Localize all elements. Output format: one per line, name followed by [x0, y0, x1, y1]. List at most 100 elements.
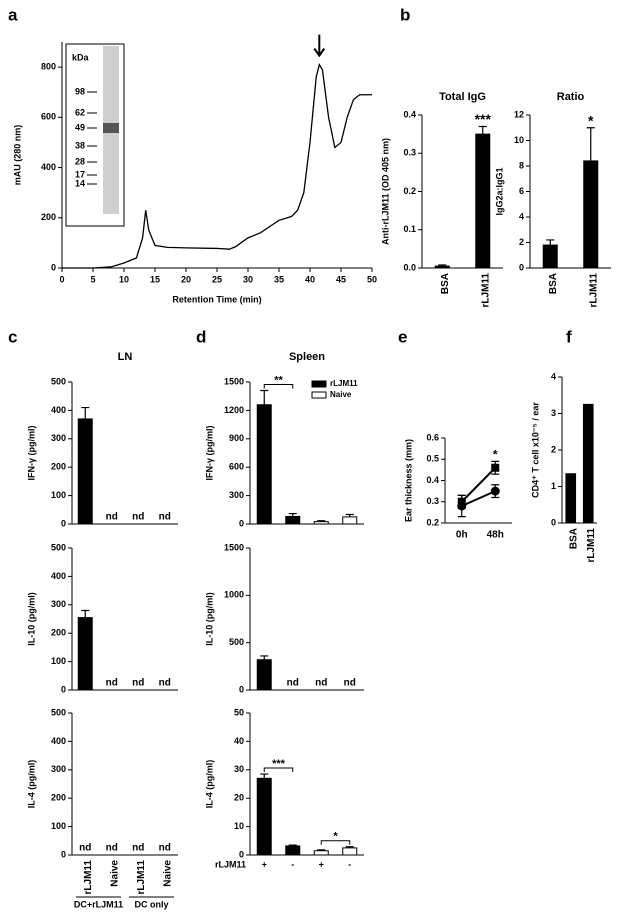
y-tick-label: 12	[514, 109, 524, 119]
panel-label: c	[8, 327, 17, 346]
error-bar	[438, 264, 447, 267]
x-tick-label: BSA	[548, 273, 559, 294]
y-tick-label: 0.6	[426, 432, 439, 442]
x-tick-label: rLJM11	[83, 860, 94, 895]
value-label: nd	[287, 678, 299, 689]
y-axis-label: CD4⁺ T cell x10⁻⁵ / ear	[530, 402, 540, 498]
ladder-label: 62	[75, 107, 85, 117]
x-tick-label: 48h	[487, 530, 504, 541]
value-label: nd	[132, 512, 144, 523]
y-tick-label: 4	[519, 211, 524, 221]
y-tick-label: 1500	[224, 542, 244, 552]
peak-arrow	[313, 34, 326, 58]
y-tick-label: 500	[229, 637, 244, 647]
error-bar	[260, 389, 269, 405]
y-tick-label: 0.1	[403, 224, 416, 234]
value-label: nd	[79, 843, 91, 854]
y-tick-label: 4	[551, 371, 556, 381]
x-tick-label: BSA	[568, 528, 579, 549]
series-line	[461, 490, 496, 507]
y-tick-label: 0	[61, 518, 66, 528]
bar	[582, 403, 594, 524]
x-tick-label: 45	[336, 274, 346, 284]
panel-label: b	[400, 5, 410, 24]
y-tick-label: 1200	[224, 405, 244, 415]
bar	[77, 617, 93, 691]
y-tick-label: 300	[229, 490, 244, 500]
legend-label: Naive	[330, 390, 352, 399]
bar	[256, 659, 272, 691]
ladder-label: 17	[75, 169, 85, 179]
y-tick-label: 0.0	[403, 262, 416, 272]
panel-title: Ratio	[557, 91, 585, 103]
bar	[542, 244, 558, 269]
panel-label: e	[398, 327, 407, 346]
y-axis-label: mAU (280 nm)	[12, 125, 22, 186]
panel-label: d	[196, 327, 206, 346]
value-label: nd	[106, 678, 118, 689]
x-tick-label: +	[319, 859, 324, 869]
y-tick-label: 3	[551, 408, 556, 418]
x-tick-label: 50	[367, 274, 377, 284]
legend-swatch	[311, 391, 327, 399]
value-label: nd	[344, 678, 356, 689]
y-tick-label: 0.3	[403, 148, 416, 158]
x-axis-label: Retention Time (min)	[172, 294, 261, 304]
significance-bracket	[320, 840, 351, 845]
y-tick-label: 100	[51, 656, 66, 666]
error-bar	[288, 512, 297, 517]
y-tick-label: 0.4	[426, 475, 439, 485]
panel-title: LN	[118, 351, 133, 363]
ladder-label: 98	[75, 86, 85, 96]
significance-label: ***	[475, 111, 492, 127]
x-tick-label: 15	[150, 274, 160, 284]
x-tick-label: rLJM11	[588, 273, 599, 308]
y-tick-label: 200	[51, 628, 66, 638]
value-label: nd	[106, 512, 118, 523]
y-tick-label: 0	[551, 517, 556, 527]
bar	[565, 473, 577, 524]
y-tick-label: 500	[51, 542, 66, 552]
y-tick-label: 0.2	[403, 186, 416, 196]
value-label: nd	[106, 843, 118, 854]
ladder-label: 14	[75, 178, 85, 188]
marker	[491, 463, 500, 472]
x-tick-label: rLJM11	[480, 273, 491, 308]
y-axis-label: IL-10 (pg/ml)	[26, 592, 36, 646]
bar	[342, 847, 358, 856]
legend-swatch	[311, 380, 327, 388]
y-axis-label: IL-10 (pg/ml)	[204, 592, 214, 646]
x-tick-label: 5	[90, 274, 95, 284]
value-label: nd	[159, 512, 171, 523]
y-tick-label: 400	[51, 571, 66, 581]
error-bar	[546, 239, 555, 246]
y-tick-label: 0	[239, 849, 244, 859]
y-tick-label: 300	[51, 599, 66, 609]
bar	[475, 133, 491, 269]
x-tick-label: 30	[243, 274, 253, 284]
error-bar	[317, 520, 326, 522]
y-axis-label: IL-4 (pg/ml)	[26, 760, 36, 809]
y-tick-label: 0	[61, 684, 66, 694]
y-tick-label: 1000	[224, 590, 244, 600]
x-tick-label: rLJM11	[586, 528, 597, 563]
y-tick-label: 400	[41, 162, 56, 172]
group-label: DC+rLJM11	[74, 899, 123, 909]
x-tick-label: rLJM11	[136, 860, 147, 895]
y-tick-label: 0	[239, 684, 244, 694]
ladder-label: 49	[75, 122, 85, 132]
x-tick-label: 25	[212, 274, 222, 284]
bar	[434, 265, 450, 269]
error-bar	[345, 846, 354, 848]
bar	[313, 850, 329, 856]
error-bar	[260, 655, 269, 660]
significance-label: **	[274, 374, 283, 386]
y-tick-label: 500	[51, 376, 66, 386]
group-label: DC only	[134, 899, 168, 909]
y-tick-label: 400	[51, 405, 66, 415]
x-axis-label: rLJM11	[215, 859, 246, 869]
x-tick-label: +	[262, 859, 267, 869]
bar	[256, 404, 272, 525]
y-tick-label: 600	[41, 112, 56, 122]
